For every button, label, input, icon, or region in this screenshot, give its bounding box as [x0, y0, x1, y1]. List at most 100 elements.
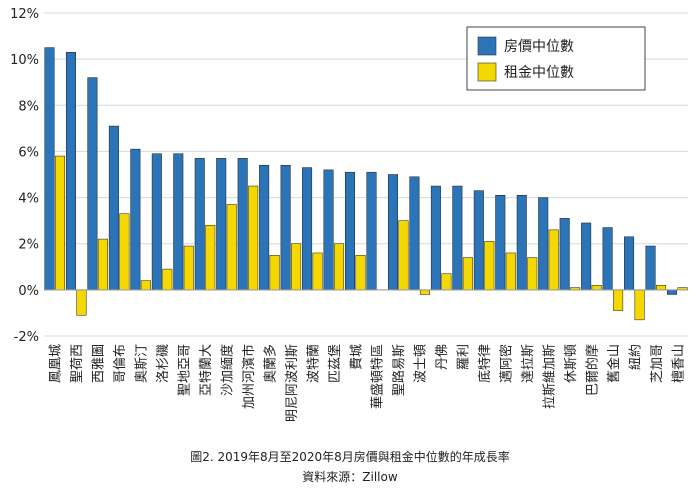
bar-house-price	[516, 195, 527, 291]
bar-house-price	[409, 176, 420, 291]
x-category-label: 拉斯維加斯	[542, 344, 557, 409]
x-category-label: 羅利	[457, 344, 472, 370]
bar-house-price	[559, 218, 570, 291]
bar-house-price	[87, 77, 98, 291]
bar-house-price	[430, 185, 441, 291]
bar-house-price	[667, 289, 678, 295]
bar-rent	[548, 229, 559, 291]
x-category-label: 丹佛	[435, 344, 450, 370]
y-tick-label: 8%	[18, 99, 39, 114]
bar-house-price	[602, 227, 613, 291]
bar-house-price	[259, 165, 270, 291]
x-category-label: 巴爾的摩	[584, 344, 600, 396]
figure-caption: 圖2. 2019年8月至2020年8月房價與租金中位數的年成長率	[190, 450, 510, 464]
y-axis-ticks: -2% 0% 2% 4% 6% 8% 10% 12%	[10, 7, 39, 345]
x-category-label: 休斯頓	[564, 344, 579, 383]
bar-rent	[76, 289, 87, 316]
x-category-label: 邁阿密	[499, 344, 515, 383]
bar-rent	[591, 284, 602, 291]
x-category-label: 底特律	[477, 344, 493, 383]
y-tick-label: -2%	[14, 330, 39, 345]
x-category-label: 匹茲堡	[327, 344, 343, 383]
y-tick-label: 2%	[18, 238, 39, 253]
bar-house-price	[130, 148, 141, 291]
bar-house-price	[452, 185, 463, 291]
bar-house-price	[194, 158, 205, 291]
x-category-label: 波士頓	[414, 344, 429, 383]
bar-rent	[205, 225, 216, 291]
bar-house-price	[237, 158, 248, 291]
bar-rent	[398, 220, 409, 291]
x-category-label: 洛杉磯	[156, 344, 171, 383]
bar-house-price	[387, 174, 398, 291]
y-tick-label: 10%	[10, 53, 39, 68]
x-category-label: 費城	[349, 344, 364, 370]
x-category-label: 波特蘭	[305, 344, 321, 383]
bar-house-price	[624, 236, 635, 291]
bar-house-price	[65, 51, 76, 291]
bar-rent	[54, 155, 65, 291]
bar-house-price	[173, 153, 184, 291]
x-category-label: 聖荷西	[70, 344, 85, 383]
x-axis-categories: 鳳凰城 聖荷西 西雅圖 哥倫布 奧斯汀 洛杉磯 聖地亞哥 亞特蘭大 沙加緬度 加州河濱市 奧蘭多 明尼…	[49, 344, 687, 422]
x-category-label: 明尼阿波利斯	[285, 344, 300, 422]
bar-rent	[162, 268, 173, 291]
bar-rent	[505, 252, 516, 291]
bar-rent	[355, 255, 366, 291]
x-category-label: 聖路易斯	[391, 344, 407, 396]
x-category-label: 達拉斯	[521, 344, 536, 383]
legend-swatch-rent	[477, 62, 497, 82]
bar-rent	[484, 241, 495, 291]
x-category-label: 亞特蘭大	[198, 344, 214, 396]
x-category-label: 紐約	[628, 344, 643, 370]
bar-rent	[140, 280, 151, 291]
legend-swatch-house	[477, 36, 497, 56]
bar-house-price	[645, 245, 656, 291]
bar-house-price	[323, 169, 334, 291]
bar-house-price	[581, 222, 592, 291]
bar-rent	[226, 204, 237, 291]
bar-house-price	[44, 47, 55, 291]
x-category-label: 舊金山	[606, 344, 622, 383]
x-category-label: 哥倫布	[113, 344, 128, 383]
bar-house-price	[302, 167, 313, 291]
legend: 房價中位數 租金中位數	[466, 26, 646, 91]
y-tick-label: 0%	[18, 284, 39, 299]
bar-house-price	[151, 153, 162, 291]
bar-rent	[656, 284, 667, 291]
bar-house-price	[108, 125, 119, 291]
y-tick-label: 12%	[10, 7, 39, 22]
bar-house-price	[366, 171, 377, 291]
bar-rent	[419, 289, 430, 295]
bar-rent	[613, 289, 624, 311]
x-category-label: 沙加緬度	[219, 344, 235, 396]
legend-label-rent: 租金中位數	[504, 65, 574, 81]
bar-house-price	[538, 197, 549, 291]
bar-rent	[462, 257, 473, 291]
bar-rent	[312, 252, 323, 291]
bar-rent	[441, 273, 452, 291]
bar-house-price	[473, 190, 484, 291]
bar-rent	[634, 289, 645, 321]
chart: -2% 0% 2% 4% 6% 8% 10% 12% 鳳凰城 聖荷西 西雅圖 哥倫布 奧斯汀 洛杉磯 聖地…	[10, 7, 688, 422]
bar-house-price	[280, 165, 291, 291]
x-category-label: 加州河濱市	[241, 344, 257, 409]
bar-house-price	[495, 195, 506, 291]
y-tick-label: 4%	[18, 192, 39, 207]
bar-rent	[248, 185, 259, 291]
source-caption: 資料來源：Zillow	[302, 470, 398, 484]
bar-house-price	[216, 158, 227, 291]
x-category-label: 奧斯汀	[135, 344, 150, 383]
x-category-label: 聖地亞哥	[178, 344, 193, 396]
bar-rent	[269, 255, 280, 291]
bar-house-price	[345, 171, 356, 291]
x-category-label: 奧蘭多	[262, 344, 278, 383]
bar-rent	[527, 257, 538, 291]
x-category-label: 檀香山	[670, 344, 686, 383]
y-tick-label: 6%	[18, 145, 39, 160]
legend-box	[466, 26, 646, 91]
bar-rent	[97, 238, 108, 291]
x-category-label: 鳳凰城	[49, 344, 64, 383]
x-category-label: 華盛頓特區	[371, 344, 386, 409]
bar-rent	[119, 213, 130, 291]
